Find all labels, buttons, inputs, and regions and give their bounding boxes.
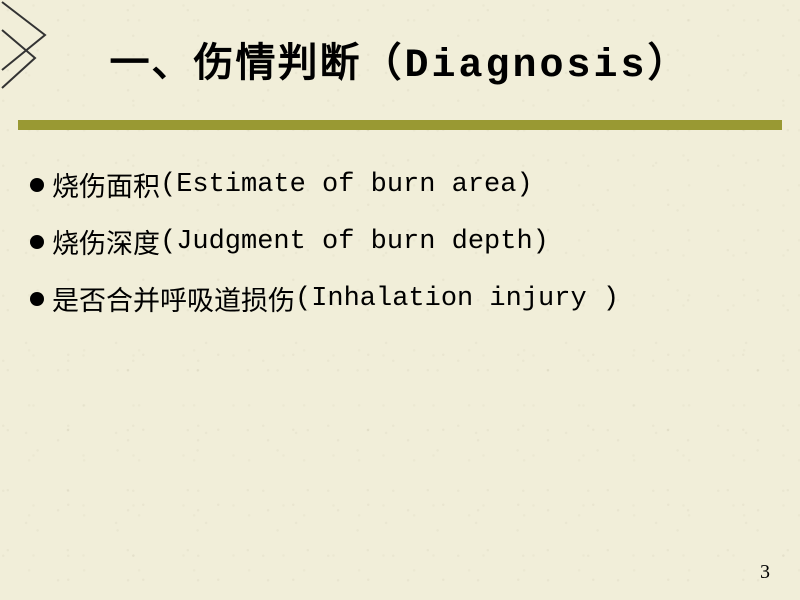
bullet-list: 烧伤面积(Estimate of burn area) 烧伤深度(Judgmen…	[30, 165, 770, 336]
bullet-text-cn: 烧伤面积	[52, 165, 160, 204]
page-number: 3	[760, 561, 770, 584]
title-underline	[18, 120, 782, 130]
bullet-text-en: (Estimate of burn area)	[160, 170, 533, 200]
list-item: 是否合并呼吸道损伤(Inhalation injury )	[30, 279, 770, 318]
bullet-icon	[30, 292, 44, 306]
slide: 一、伤情判断（Diagnosis） 烧伤面积(Estimate of burn …	[0, 0, 800, 600]
bullet-icon	[30, 178, 44, 192]
bullet-text-en: (Inhalation injury )	[295, 284, 619, 314]
slide-title: 一、伤情判断（Diagnosis）	[0, 30, 800, 89]
list-item: 烧伤面积(Estimate of burn area)	[30, 165, 770, 204]
bullet-text-en: (Judgment of burn depth)	[160, 227, 549, 257]
bullet-icon	[30, 235, 44, 249]
bullet-text-cn: 是否合并呼吸道损伤	[52, 279, 295, 318]
bullet-text-cn: 烧伤深度	[52, 222, 160, 261]
list-item: 烧伤深度(Judgment of burn depth)	[30, 222, 770, 261]
title-cn: 一、伤情判断	[109, 40, 361, 85]
title-en: （Diagnosis）	[361, 44, 690, 89]
